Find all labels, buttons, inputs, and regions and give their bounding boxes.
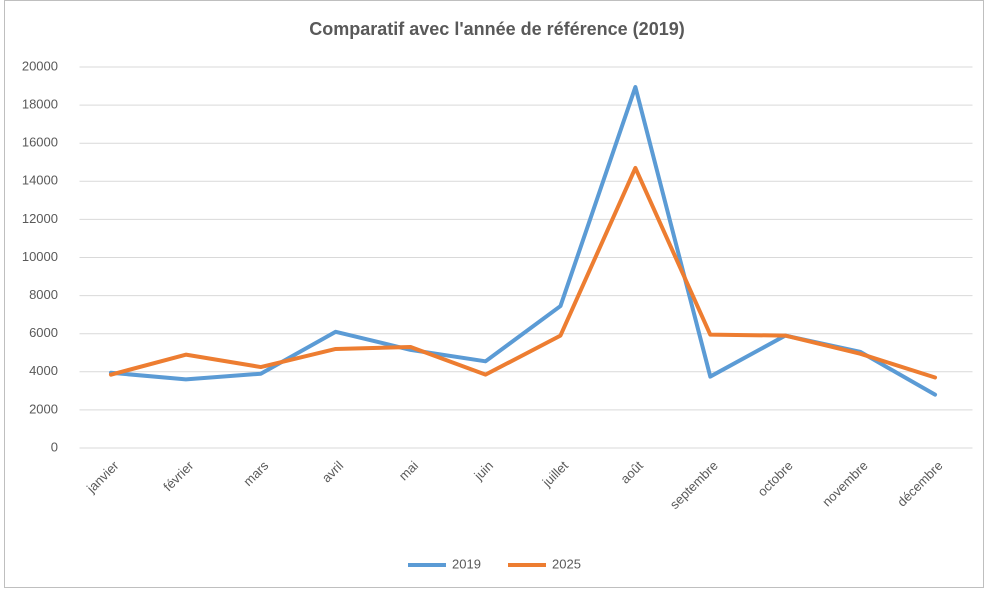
y-tick-label: 20000 [22, 58, 58, 73]
chart-border [4, 0, 984, 588]
legend-label: 2025 [552, 556, 581, 571]
y-tick-label: 4000 [29, 363, 58, 378]
y-tick-label: 12000 [22, 211, 58, 226]
series-line [108, 165, 938, 380]
y-tick-label: 18000 [22, 97, 58, 112]
y-tick-label: 2000 [29, 401, 58, 416]
y-tick-label: 10000 [22, 249, 58, 264]
y-tick-label: 16000 [22, 135, 58, 150]
y-tick-label: 8000 [29, 287, 58, 302]
chart-title: Comparatif avec l'année de référence (20… [309, 19, 684, 39]
legend-label: 2019 [452, 556, 481, 571]
y-tick-label: 14000 [22, 173, 58, 188]
y-tick-label: 6000 [29, 325, 58, 340]
y-tick-label: 0 [51, 439, 58, 454]
